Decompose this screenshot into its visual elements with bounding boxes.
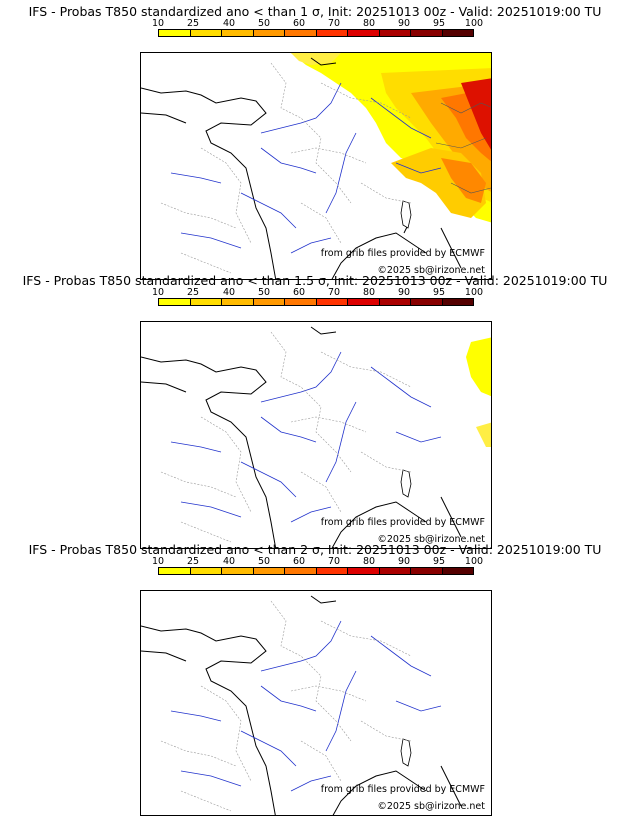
legend-swatch (159, 30, 191, 36)
legend-swatch (253, 299, 285, 305)
legend-tick: 80 (362, 18, 376, 29)
legend-tick: 90 (397, 287, 411, 298)
legend-swatch (442, 299, 473, 305)
legend-swatch (348, 568, 380, 574)
legend-swatch (159, 568, 191, 574)
legend-swatch (379, 30, 411, 36)
copyright-text: ©2025 sb@irizone.net (377, 801, 485, 812)
legend-labels: 10 25 40 50 60 70 80 90 95 100 (145, 556, 495, 567)
legend-tick: 40 (222, 18, 236, 29)
legend-tick: 25 (186, 556, 200, 567)
legend-tick: 60 (292, 556, 306, 567)
island-corsica (400, 469, 412, 498)
coastline (141, 326, 462, 548)
legend-tick: 10 (151, 18, 165, 29)
legend-swatch (253, 30, 285, 36)
legend-swatch (316, 30, 348, 36)
legend-tick: 25 (186, 18, 200, 29)
probability-map (141, 326, 491, 548)
legend-swatch (190, 299, 222, 305)
probability-map (141, 53, 491, 279)
legend-swatch (442, 30, 473, 36)
admin-borders (160, 62, 412, 274)
legend-swatch (379, 299, 411, 305)
color-legend-bar (158, 298, 474, 306)
legend-swatch (285, 299, 317, 305)
panel-title: IFS - Probas T850 standardized ano < tha… (28, 4, 602, 19)
legend-tick: 25 (186, 287, 200, 298)
legend-tick: 95 (432, 287, 446, 298)
legend-tick: 50 (257, 287, 271, 298)
panel-title: IFS - Probas T850 standardized ano < tha… (28, 542, 602, 557)
color-legend-bar (158, 29, 474, 37)
island-corsica (400, 200, 412, 229)
legend-swatch (379, 568, 411, 574)
legend-tick: 70 (327, 18, 341, 29)
legend-swatch (190, 568, 222, 574)
legend-swatch (348, 30, 380, 36)
legend-tick: 90 (397, 556, 411, 567)
legend-tick: 10 (151, 287, 165, 298)
legend-swatch (222, 568, 254, 574)
forecast-panel-2: IFS - Probas T850 standardized ano < tha… (0, 273, 630, 549)
map-frame: from grib files provided by ECMWF ©2025 … (140, 52, 492, 280)
legend-swatch (442, 568, 473, 574)
coastline (141, 57, 462, 279)
legend-tick: 10 (151, 556, 165, 567)
admin-borders (160, 600, 412, 812)
legend-labels: 10 25 40 50 60 70 80 90 95 100 (145, 287, 495, 298)
legend-tick: 50 (257, 556, 271, 567)
forecast-panel-3: IFS - Probas T850 standardized ano < tha… (0, 542, 630, 816)
legend-swatch (159, 299, 191, 305)
legend-swatch (222, 30, 254, 36)
legend-tick: 80 (362, 287, 376, 298)
admin-borders (160, 331, 412, 543)
legend-tick: 100 (464, 556, 484, 567)
copyright-text: ©2025 sb@irizone.net (377, 265, 485, 276)
legend-tick: 95 (432, 556, 446, 567)
legend-swatch (411, 568, 443, 574)
map-frame: from grib files provided by ECMWF ©2025 … (140, 321, 492, 549)
legend-tick: 60 (292, 287, 306, 298)
rivers (170, 82, 442, 254)
rivers (170, 620, 442, 792)
panel-title: IFS - Probas T850 standardized ano < tha… (22, 273, 608, 288)
legend-tick: 40 (222, 556, 236, 567)
probability-shading (291, 53, 491, 223)
legend-tick: 70 (327, 556, 341, 567)
legend-tick: 100 (464, 287, 484, 298)
grib-credit: from grib files provided by ECMWF (320, 784, 485, 795)
rivers (170, 351, 442, 523)
legend-tick: 100 (464, 18, 484, 29)
legend-tick: 60 (292, 18, 306, 29)
legend-swatch (316, 299, 348, 305)
legend-tick: 40 (222, 287, 236, 298)
map-frame: from grib files provided by ECMWF ©2025 … (140, 590, 492, 816)
legend-tick: 50 (257, 18, 271, 29)
grib-credit: from grib files provided by ECMWF (320, 248, 485, 259)
probability-shading (466, 337, 491, 447)
legend-swatch (316, 568, 348, 574)
legend-swatch (285, 30, 317, 36)
coastline (141, 595, 462, 815)
probability-map (141, 595, 462, 815)
island-corsica (400, 738, 412, 767)
legend-swatch (411, 30, 443, 36)
legend-swatch (222, 299, 254, 305)
color-legend-bar (158, 567, 474, 575)
legend-tick: 95 (432, 18, 446, 29)
legend-swatch (285, 568, 317, 574)
legend-tick: 90 (397, 18, 411, 29)
legend-swatch (190, 30, 222, 36)
probability-contours (435, 102, 491, 194)
forecast-panel-1: IFS - Probas T850 standardized ano < tha… (0, 4, 630, 280)
legend-labels: 10 25 40 50 60 70 80 90 95 100 (145, 18, 495, 29)
grib-credit: from grib files provided by ECMWF (320, 517, 485, 528)
legend-swatch (348, 299, 380, 305)
legend-tick: 70 (327, 287, 341, 298)
legend-swatch (411, 299, 443, 305)
legend-tick: 80 (362, 556, 376, 567)
legend-swatch (253, 568, 285, 574)
copyright-text: ©2025 sb@irizone.net (377, 534, 485, 545)
